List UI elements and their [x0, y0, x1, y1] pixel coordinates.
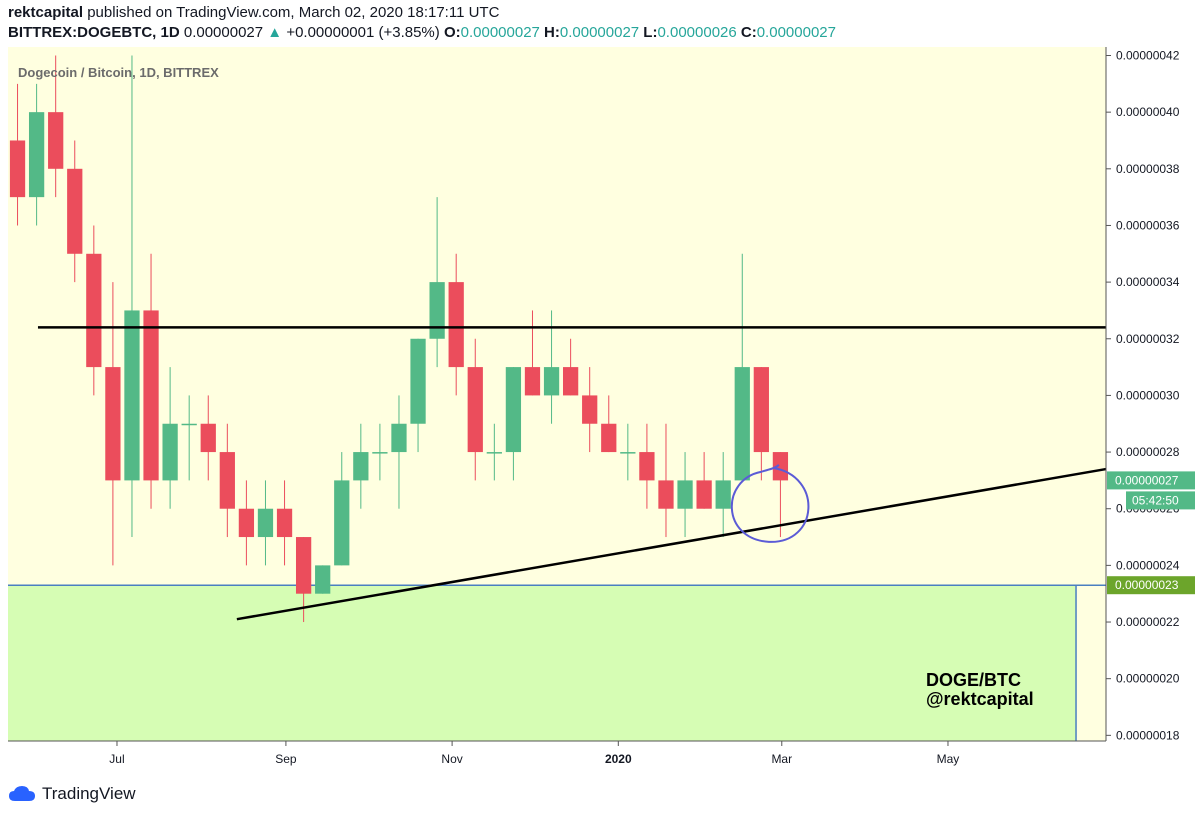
candle-down [86, 253, 102, 368]
low-value: 0.00000026 [657, 24, 737, 41]
price-tick-label: 0.00000042 [1116, 48, 1180, 62]
candle-up [257, 508, 274, 538]
candle-down [48, 112, 64, 169]
countdown-tag [1126, 491, 1195, 510]
candle-up [181, 423, 197, 426]
candle-up [543, 367, 560, 396]
candle-down [219, 452, 235, 509]
ohlc-header: BITTREX:DOGEBTC, 1D 0.00000027 ▲ +0.0000… [8, 24, 836, 41]
candle-down [753, 367, 769, 453]
brand-name[interactable]: TradingView [42, 784, 136, 803]
candle-down [448, 282, 464, 368]
high-value: 0.00000027 [559, 24, 640, 41]
candle-up [505, 367, 522, 453]
high-label: H: [544, 24, 560, 41]
price-tick-label: 0.00000020 [1116, 672, 1180, 686]
candle-up [429, 282, 445, 339]
candle-up [677, 480, 693, 509]
price-tick-label: 0.00000040 [1116, 105, 1180, 119]
price-tick-label: 0.00000022 [1116, 615, 1180, 629]
time-tick-label: Jul [109, 752, 124, 766]
candle-up [28, 112, 45, 198]
cloud-icon [9, 786, 35, 801]
candle-up [124, 310, 140, 481]
candle-up [334, 480, 350, 566]
candle-down [105, 367, 121, 481]
chart-title: Dogecoin / Bitcoin, 1D, BITTREX [18, 65, 219, 80]
change-value: +0.00000001 (+3.85%) [286, 24, 440, 41]
circle-highlight [730, 464, 810, 543]
candle-down [582, 395, 598, 424]
candle-down [772, 452, 789, 481]
candle-up [353, 452, 369, 481]
candle-down [143, 310, 159, 481]
price-tick-label: 0.00000034 [1116, 275, 1180, 289]
publish-info: rektcapital published on TradingView.com… [8, 4, 499, 21]
price-tick-label: 0.00000036 [1116, 218, 1180, 232]
price-tick-label: 0.00000032 [1116, 332, 1180, 346]
time-tick-label: May [937, 752, 960, 766]
price-tick-label: 0.00000038 [1116, 162, 1180, 176]
candle-up [372, 452, 388, 454]
current-price-label: 0.00000027 [1115, 473, 1179, 487]
candle-down [601, 423, 617, 453]
change-arrow-icon: ▲ [267, 24, 283, 41]
close-label: C: [740, 24, 757, 41]
low-label: L: [643, 24, 658, 41]
time-tick-label: 2020 [605, 752, 632, 766]
candle-up [391, 423, 407, 453]
open-value: 0.00000027 [460, 24, 540, 41]
close-value: 0.00000027 [756, 24, 836, 41]
candle-down [67, 168, 83, 254]
candle-up [486, 452, 502, 454]
annotation-handle: @rektcapital [926, 689, 1034, 709]
candle-down [524, 367, 541, 396]
rising-trendline [236, 467, 1107, 621]
support-zone [8, 585, 1077, 741]
open-label: O: [443, 24, 461, 41]
candle-down [467, 367, 483, 453]
candle-down [9, 140, 26, 198]
candle-up [162, 423, 178, 481]
published-text: published on TradingView.com, March 02, … [87, 4, 500, 21]
time-tick-label: Nov [441, 752, 462, 766]
symbol-label: BITTREX:DOGEBTC, 1D [8, 24, 180, 41]
time-tick-label: Sep [275, 752, 297, 766]
price-tick-label: 0.00000028 [1116, 445, 1180, 459]
current-price-tag [1107, 471, 1195, 490]
candle-down [658, 480, 674, 509]
candle-down [276, 508, 293, 538]
candle-up [734, 367, 750, 481]
price-tick-label: 0.00000030 [1116, 388, 1180, 402]
price-tick-label: 0.00000024 [1116, 558, 1180, 572]
candle-up [410, 338, 426, 424]
author-name[interactable]: rektcapital [8, 4, 84, 21]
price-tick-label: 0.00000018 [1116, 728, 1180, 742]
candle-up [315, 565, 331, 594]
time-tick-label: Mar [771, 752, 792, 766]
countdown-label: 05:42:50 [1132, 493, 1179, 507]
candle-up [620, 452, 636, 454]
support-price-label: 0.00000023 [1115, 578, 1179, 592]
candle-down [639, 452, 655, 481]
candle-up [715, 480, 731, 509]
last-price: 0.00000027 [183, 24, 264, 41]
candle-down [200, 423, 216, 453]
annotation-pair: DOGE/BTC [926, 670, 1021, 690]
candle-down [696, 480, 712, 509]
support-price-tag [1107, 576, 1195, 595]
candle-down [562, 367, 579, 396]
candle-down [295, 537, 312, 594]
candle-down [238, 508, 255, 538]
footer: TradingView [8, 784, 136, 804]
